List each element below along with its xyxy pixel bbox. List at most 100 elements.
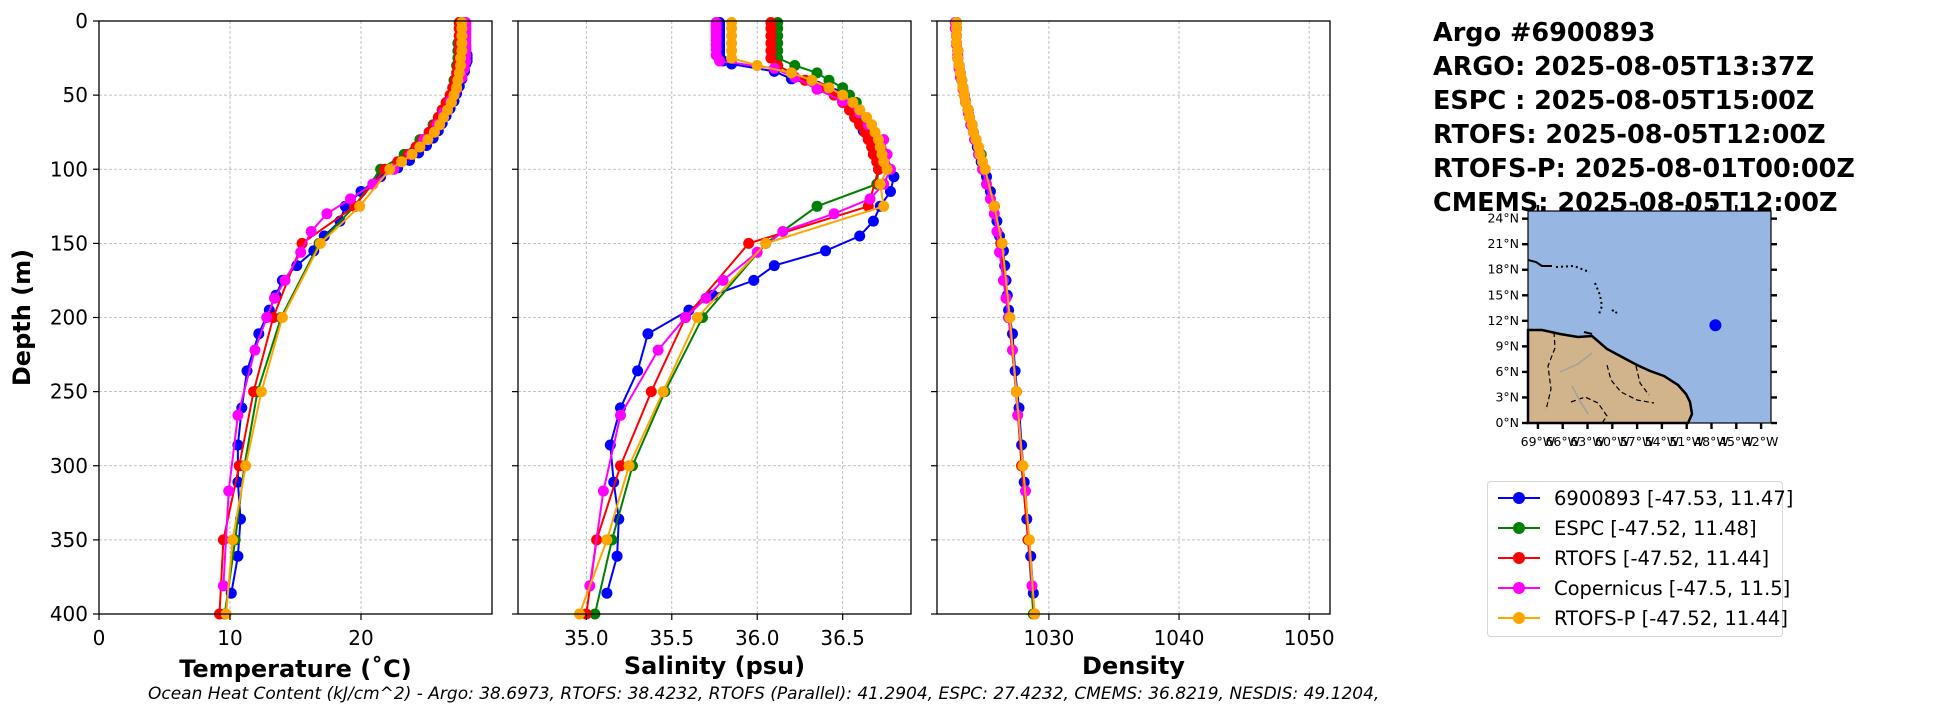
legend-item-copernicus: Copernicus [-47.5, 11.5] — [1496, 575, 1790, 601]
map-lon-label: 63°W — [1570, 434, 1605, 449]
map-lat-label: 18°N — [1487, 262, 1519, 277]
data-point — [279, 274, 291, 286]
rtofs-time: RTOFS: 2025-08-05T12:00Z — [1433, 120, 1826, 150]
data-point — [623, 460, 635, 472]
data-point — [700, 292, 712, 304]
map-frame — [1527, 210, 1772, 424]
data-point — [652, 344, 664, 356]
density-grid — [937, 21, 1330, 614]
depth-axis-label: Depth (m) — [8, 249, 36, 386]
map-lon-label: 69°W — [1521, 434, 1556, 449]
legend-label-rtofs-p: RTOFS-P [-47.52, 11.44] — [1554, 606, 1788, 630]
legend-item-rtofs: RTOFS [-47.52, 11.44] — [1496, 545, 1769, 571]
value-tick-label: 35.0 — [564, 626, 609, 650]
map-lat-label: 21°N — [1487, 236, 1519, 251]
series-espc — [219, 17, 465, 620]
data-point — [837, 89, 849, 101]
salinity-ticks: 35.0 35.5 36.0 36.5 — [512, 20, 865, 650]
data-point — [414, 141, 426, 153]
data-point — [248, 386, 260, 398]
map-lon-label: 45°W — [1719, 434, 1754, 449]
data-point — [828, 208, 840, 220]
inset-map: 24°N 21°N 18°N 15°N 12°N 9°N 6°N 3°N 0°N69°W66°W… — [1487, 205, 1778, 449]
series-rtofs — [214, 17, 465, 620]
legend: 6900893 [-47.53, 11.47] ESPC [-47.52, 11… — [1487, 481, 1793, 637]
data-point — [240, 460, 252, 472]
series-line — [223, 22, 461, 615]
data-point — [261, 312, 273, 323]
series-line — [578, 22, 889, 615]
data-point — [680, 312, 691, 323]
data-point — [1004, 312, 1016, 323]
data-point — [428, 126, 440, 138]
legend-label-copernicus: Copernicus [-47.5, 11.5] — [1554, 576, 1791, 600]
map-lon-label: 66°W — [1545, 434, 1580, 449]
data-point — [601, 587, 613, 599]
map-ticks: 24°N 21°N 18°N 15°N 12°N 9°N 6°N 3°N 0°N69°W66°W… — [1487, 205, 1778, 449]
data-point — [632, 365, 644, 377]
legend-marker-argo — [1498, 492, 1540, 504]
data-point — [615, 409, 626, 421]
data-point — [751, 60, 763, 71]
legend-marker-rtofs-p — [1498, 612, 1540, 624]
data-point — [806, 74, 818, 86]
series-6900893 — [225, 17, 473, 599]
data-point — [601, 534, 613, 546]
data-point — [726, 52, 738, 64]
data-point — [1010, 386, 1022, 398]
legend-marker-espc — [1498, 522, 1540, 534]
data-point — [345, 193, 356, 205]
value-tick-label: 36.5 — [820, 626, 865, 650]
depth-tick-label: 100 — [50, 157, 88, 181]
value-tick-label: 20 — [348, 626, 373, 650]
density-panel: 1030 1040 1050 Density — [931, 17, 1335, 680]
depth-tick-label: 350 — [50, 528, 88, 552]
data-point — [305, 226, 317, 237]
map-lon-label: 54°W — [1645, 434, 1680, 449]
map-land — [1526, 259, 1694, 425]
data-point — [820, 245, 832, 257]
legend-item-espc: ESPC [-47.52, 11.48] — [1496, 515, 1757, 541]
data-point — [1017, 460, 1029, 472]
data-point — [823, 82, 835, 94]
data-point — [645, 386, 657, 398]
data-point — [422, 134, 434, 146]
data-point — [642, 328, 654, 340]
data-point — [979, 163, 991, 175]
data-point — [881, 163, 893, 175]
series-line — [218, 22, 461, 615]
data-point — [717, 274, 729, 286]
data-point — [878, 200, 890, 212]
density-axis-label: Density — [1082, 652, 1185, 680]
data-point — [714, 55, 726, 67]
series-espc — [589, 17, 884, 620]
data-point — [657, 386, 669, 398]
profile-header: Argo #6900893 ARGO: 2025-08-05T13:37Z ES… — [1433, 16, 1855, 220]
series-rtofs — [580, 17, 884, 620]
map-lat-label: 24°N — [1487, 211, 1519, 226]
value-tick-label: 36.0 — [735, 626, 780, 650]
map-lat-label: 3°N — [1495, 389, 1519, 404]
data-point — [227, 534, 239, 546]
data-point — [384, 163, 396, 175]
espc-time: ESPC : 2025-08-05T15:00Z — [1433, 86, 1815, 116]
salinity-axis-label: Salinity (psu) — [624, 652, 805, 680]
map-lat-label: 12°N — [1487, 313, 1519, 328]
map-lon-label: 60°W — [1595, 434, 1630, 449]
density-series — [949, 17, 1041, 620]
float-location-marker — [1709, 319, 1722, 332]
series-rtofs-p — [574, 17, 893, 620]
data-point — [743, 237, 755, 249]
value-tick-label: 35.5 — [650, 626, 695, 650]
legend-marker-copernicus — [1498, 582, 1540, 594]
map-lon-label: 48°W — [1694, 434, 1729, 449]
map-lon-label: 51°W — [1669, 434, 1704, 449]
data-point — [874, 178, 886, 190]
legend-label-espc: ESPC [-47.52, 11.48] — [1554, 516, 1757, 540]
float-id-title: Argo #6900893 — [1433, 18, 1656, 48]
legend-item-rtofs-p: RTOFS-P [-47.52, 11.44] — [1496, 605, 1788, 631]
salinity-grid — [518, 21, 911, 614]
temperature-axis-label: Temperature (˚C) — [179, 655, 412, 683]
